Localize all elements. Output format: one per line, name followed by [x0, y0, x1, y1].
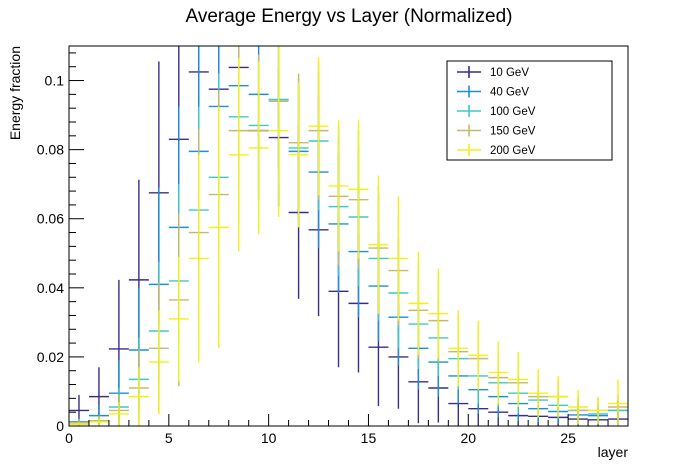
- y-tick-label: 0.04: [37, 280, 64, 296]
- legend-label: 40 GeV: [490, 87, 529, 99]
- x-tick-label: 0: [65, 430, 73, 446]
- x-axis-label: layer: [598, 444, 629, 460]
- y-tick-label: 0.1: [45, 73, 65, 89]
- x-tick-label: 25: [560, 430, 576, 446]
- y-tick-label: 0.02: [37, 349, 64, 365]
- series-layer: [69, 46, 628, 426]
- legend-label: 200 GeV: [490, 145, 536, 157]
- x-tick-label: 10: [261, 430, 277, 446]
- legend-label: 10 GeV: [490, 67, 529, 79]
- legend-label: 150 GeV: [490, 126, 536, 138]
- y-tick-label: 0.06: [37, 211, 64, 227]
- x-tick-label: 5: [165, 430, 173, 446]
- legend: 10 GeV 40 GeV 100 GeV 150 GeV 200 GeV: [446, 60, 613, 161]
- chart-title: Average Energy vs Layer (Normalized): [185, 6, 512, 27]
- x-tick-label: 15: [361, 430, 377, 446]
- series-4: [69, 46, 628, 426]
- y-tick-label: 0.08: [37, 142, 64, 158]
- axes-layer: 0 5 10 15 20 25 0 0.02 0.04 0.06 0.08 0.1: [37, 52, 629, 446]
- y-axis-label: Energy fraction: [7, 46, 23, 140]
- legend-label: 100 GeV: [490, 106, 536, 118]
- y-tick-label: 0: [56, 418, 64, 434]
- x-tick-label: 20: [460, 430, 476, 446]
